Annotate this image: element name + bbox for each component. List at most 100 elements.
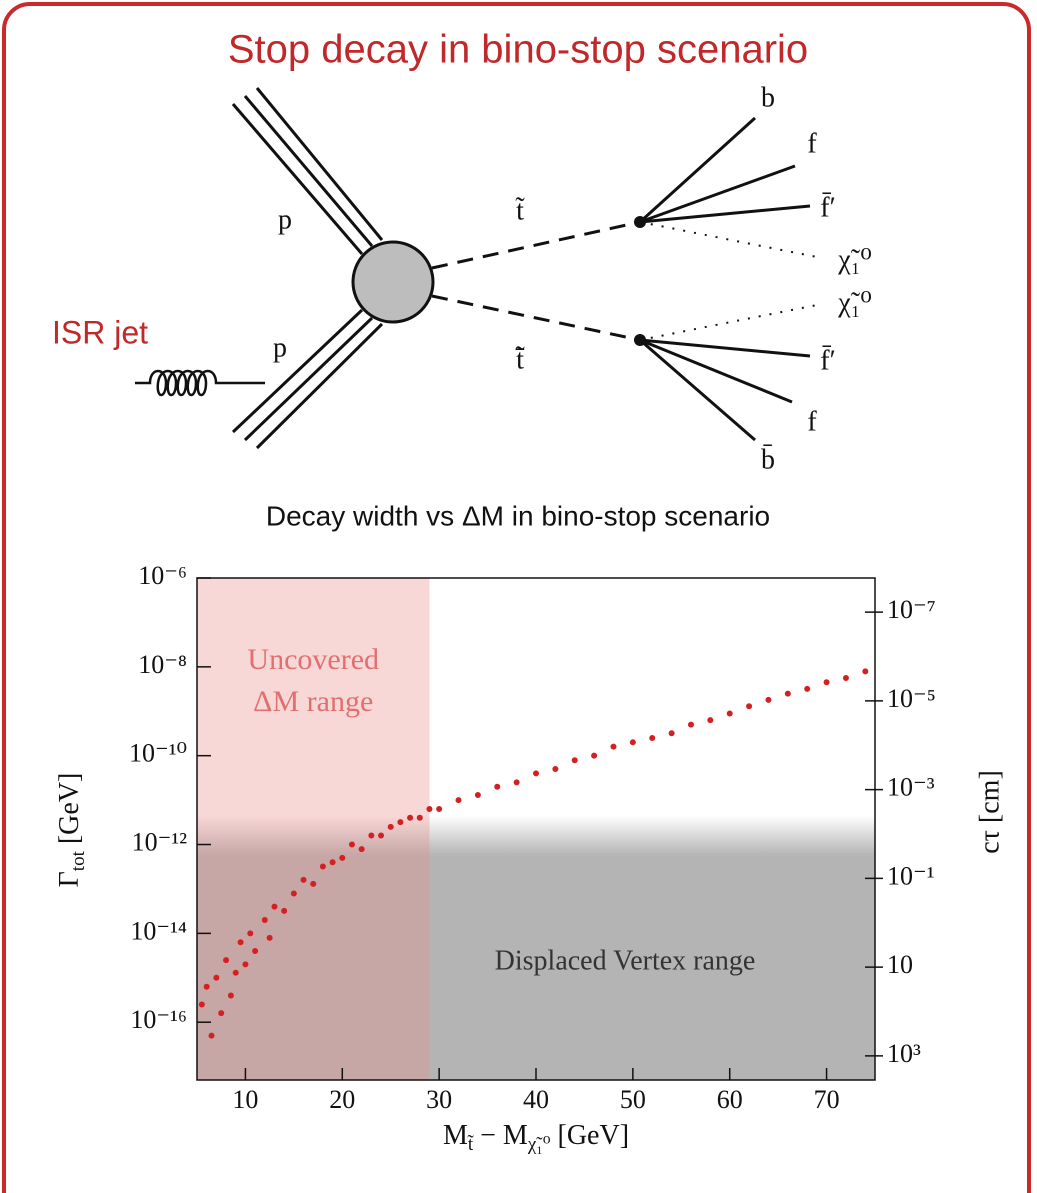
feynman-diagram [135, 87, 823, 450]
point [232, 969, 239, 976]
x-tick-label: 10 [232, 1085, 258, 1114]
point [281, 907, 288, 914]
y-axis-label-sub: tot [68, 850, 89, 871]
point [455, 797, 462, 804]
point [358, 846, 365, 853]
point [300, 876, 307, 883]
point [862, 668, 869, 675]
point [397, 819, 404, 826]
point [368, 832, 375, 839]
point [533, 770, 539, 777]
point [591, 752, 598, 759]
point [247, 930, 254, 937]
x-tick-label: 40 [523, 1085, 549, 1114]
y2-tick-label: 10⁻⁷ [887, 595, 936, 624]
point [842, 675, 849, 682]
displaced-region [197, 855, 875, 1080]
displaced-region-fade [197, 815, 875, 856]
point [707, 717, 714, 724]
y-tick-label: 10⁻¹⁰ [129, 739, 187, 768]
diagram-label: p [273, 332, 287, 363]
point [610, 743, 617, 750]
y-axis-label-unit: [GeV] [54, 773, 85, 852]
x-tick-label: 50 [620, 1085, 646, 1114]
y-tick-label: 10⁻⁸ [138, 650, 187, 679]
x-axis-label-unit: [GeV] [551, 1120, 630, 1151]
slide-title: Stop decay in bino-stop scenario [228, 28, 808, 72]
point [213, 974, 220, 981]
diagram-label: b̄ [761, 444, 775, 475]
chart-title: Decay width vs ΔM in bino-stop scenario [266, 500, 770, 531]
point [474, 792, 481, 799]
y2-tick-label: 10⁻⁵ [887, 684, 936, 713]
diagram-label: χ̃₁⁰ [837, 244, 871, 275]
point [266, 934, 273, 941]
x-tick-label: 20 [329, 1085, 355, 1114]
point [237, 939, 244, 946]
point [416, 814, 423, 821]
point [290, 890, 297, 897]
x-axis-label-part: − M [473, 1120, 528, 1151]
y-tick-label: 10⁻¹² [132, 827, 188, 856]
y2-tick-label: 10³ [887, 1039, 921, 1068]
x-axis-label-sub: t̃ [467, 1134, 474, 1155]
point [378, 832, 385, 839]
diagram-label: f [807, 406, 817, 437]
diagram-label: f̄′ [820, 192, 835, 224]
x-tick-label: 60 [717, 1085, 743, 1114]
point [513, 779, 520, 786]
x-axis-label: Mt̃ − Mχ̃₁⁰ [GeV] [443, 1120, 629, 1155]
point [218, 1010, 225, 1017]
point [208, 1032, 215, 1039]
point [668, 730, 675, 737]
y-axis-label-part: Γ [54, 871, 85, 887]
diagram-label: χ̃₁⁰ [837, 287, 871, 318]
point [746, 703, 753, 710]
point [649, 735, 656, 742]
y2-tick-label: 10 [887, 950, 913, 979]
point [687, 721, 694, 728]
y2-axis-label: cτ [cm] [974, 770, 1005, 854]
point [261, 916, 268, 923]
point [223, 957, 230, 964]
y-axis-label: Γtot [GeV] [54, 773, 89, 888]
point [784, 690, 791, 697]
point [436, 806, 443, 813]
point [726, 710, 733, 717]
diagram-label: p [278, 204, 292, 235]
point [494, 783, 501, 790]
y-tick-label: 10⁻¹⁶ [130, 1005, 187, 1034]
point [339, 854, 346, 861]
plot-area: Uncovered ΔM range Displaced Vertex range 1… [129, 561, 936, 1114]
y2-tick-label: 10⁻¹ [887, 861, 935, 890]
point [629, 739, 636, 746]
point [407, 814, 414, 821]
point [319, 863, 326, 870]
point [271, 903, 278, 910]
diagram-label: t̃̄ [515, 344, 526, 375]
point [227, 992, 234, 999]
point [198, 1001, 205, 1008]
annotation: Uncovered [247, 643, 379, 676]
point [348, 841, 355, 848]
y-tick-label: 10⁻¹⁴ [130, 916, 187, 945]
x-tick-label: 30 [426, 1085, 452, 1114]
point [823, 679, 830, 686]
annotation: ΔM range [253, 685, 373, 718]
point [387, 823, 394, 830]
point [252, 948, 259, 955]
diagram-label: t̃ [515, 195, 525, 226]
point [203, 983, 210, 990]
diagram-label: f̄′ [820, 345, 835, 377]
y-tick-label: 10⁻⁶ [138, 561, 187, 590]
annotation: Displaced Vertex range [495, 945, 756, 976]
point [571, 757, 578, 764]
point [242, 961, 249, 968]
point [329, 859, 336, 866]
diagram-label: f [807, 128, 817, 159]
y2-tick-label: 10⁻³ [887, 773, 935, 802]
point [426, 806, 433, 813]
x-tick-label: 70 [814, 1085, 840, 1114]
point [552, 766, 559, 773]
